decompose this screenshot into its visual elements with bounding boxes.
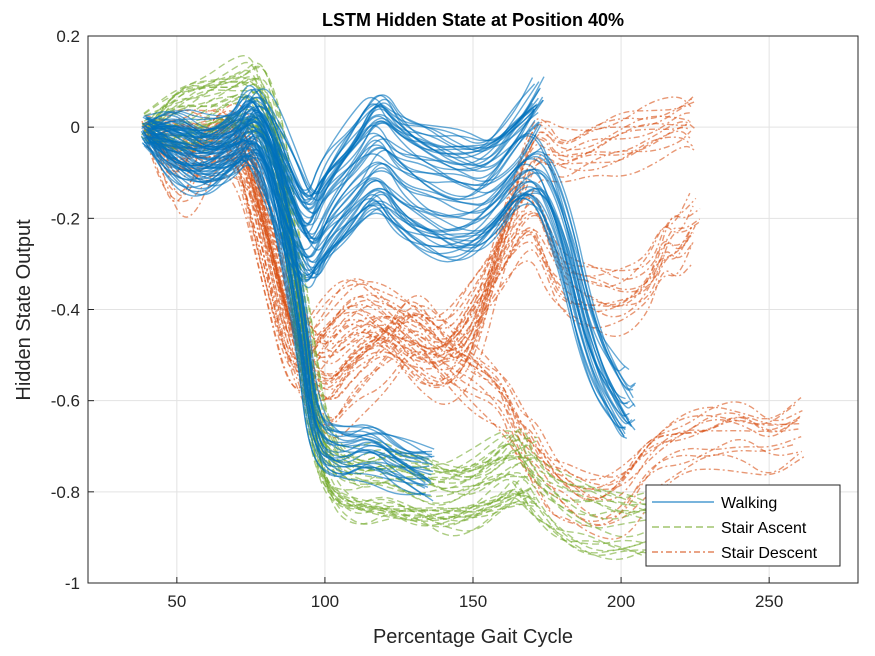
y-axis-label: Hidden State Output: [13, 219, 35, 401]
series-line: [143, 124, 693, 373]
x-tick-label: 250: [755, 592, 783, 611]
x-tick-label: 150: [459, 592, 487, 611]
series-line: [143, 122, 690, 363]
y-tick-label: -0.4: [51, 301, 80, 320]
series-line: [143, 55, 648, 499]
plot-lines: [140, 55, 805, 561]
series-line: [146, 125, 799, 501]
legend: Walking Stair Ascent Stair Descent: [645, 484, 841, 567]
series-line: [146, 121, 532, 513]
series-line: [152, 65, 538, 474]
series-line: [146, 108, 539, 210]
series-line: [149, 132, 802, 523]
legend-label-stair-descent: Stair Descent: [721, 545, 818, 562]
series-line: [147, 111, 693, 371]
y-tick-label: -0.6: [51, 392, 80, 411]
y-tick-label: -1: [65, 574, 80, 593]
y-tick-label: 0.2: [56, 27, 80, 46]
series-line: [143, 61, 648, 506]
chart-title: LSTM Hidden State at Position 40%: [322, 10, 624, 30]
series-walking: [140, 76, 636, 502]
series-line: [141, 77, 534, 195]
series-line: [143, 119, 648, 561]
series-line: [142, 137, 426, 489]
x-tick-label: 200: [607, 592, 635, 611]
x-tick-label: 50: [167, 592, 186, 611]
series-line: [140, 130, 625, 437]
y-tick-label: 0: [71, 118, 80, 137]
x-axis-label: Percentage Gait Cycle: [373, 626, 573, 648]
y-ticks: -1 -0.8 -0.6 -0.4 -0.2 0 0.2: [51, 27, 94, 593]
series-line: [150, 121, 433, 466]
series-line: [146, 94, 630, 371]
series-line: [151, 95, 656, 538]
series-line: [150, 137, 697, 405]
series-line: [151, 127, 656, 556]
series-line: [143, 127, 796, 526]
series-line: [151, 132, 635, 409]
series-line: [145, 75, 532, 476]
series-line: [151, 132, 636, 424]
series-line: [149, 138, 431, 496]
x-ticks: 50 100 150 200 250: [167, 577, 783, 611]
series-line: [151, 62, 656, 508]
legend-box: [645, 484, 841, 567]
y-tick-label: -0.2: [51, 209, 80, 228]
legend-label-stair-ascent: Stair Ascent: [721, 520, 807, 537]
series-line: [143, 117, 530, 512]
series-line: [147, 119, 800, 490]
series-line: [145, 130, 428, 486]
series-line: [147, 129, 632, 426]
series-line: [143, 131, 426, 496]
series-line: [151, 66, 656, 507]
series-line: [142, 142, 626, 429]
series-line: [141, 120, 794, 501]
series-line: [150, 131, 432, 476]
y-tick-label: -0.8: [51, 483, 80, 502]
series-line: [144, 121, 694, 373]
series-line: [151, 145, 434, 502]
legend-label-walking: Walking: [721, 495, 777, 512]
x-tick-label: 100: [311, 592, 339, 611]
series-line: [143, 115, 690, 359]
series-line: [143, 140, 426, 484]
